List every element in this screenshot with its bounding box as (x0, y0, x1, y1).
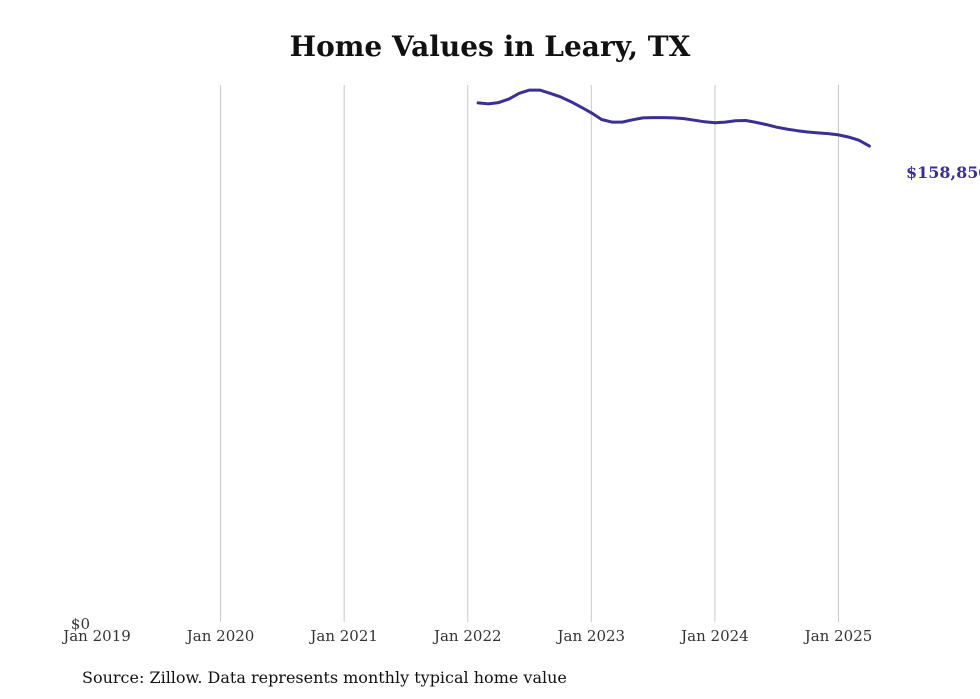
x-tick-label: Jan 2023 (556, 627, 626, 645)
x-tick-label: Jan 2022 (432, 627, 502, 645)
x-axis: Jan 2019 Jan 2020 Jan 2021 Jan 2022 Jan 2023… (61, 627, 872, 645)
chart-title: Home Values in Leary, TX (289, 30, 691, 63)
x-tick-label: Jan 2020 (185, 627, 255, 645)
y-axis: $0 (71, 615, 90, 633)
x-tick-label: Jan 2025 (803, 627, 873, 645)
gridlines (220, 85, 840, 622)
x-tick-label: Jan 2024 (679, 627, 749, 645)
x-tick-label: Jan 2019 (61, 627, 131, 645)
y-tick-label: $0 (71, 615, 90, 633)
x-tick-label: Jan 2021 (308, 627, 378, 645)
source-note: Source: Zillow. Data represents monthly … (82, 668, 567, 687)
series-layer: $158,850 (476, 88, 980, 182)
end-value-label: $158,850 (906, 163, 980, 182)
series-line (476, 88, 871, 148)
